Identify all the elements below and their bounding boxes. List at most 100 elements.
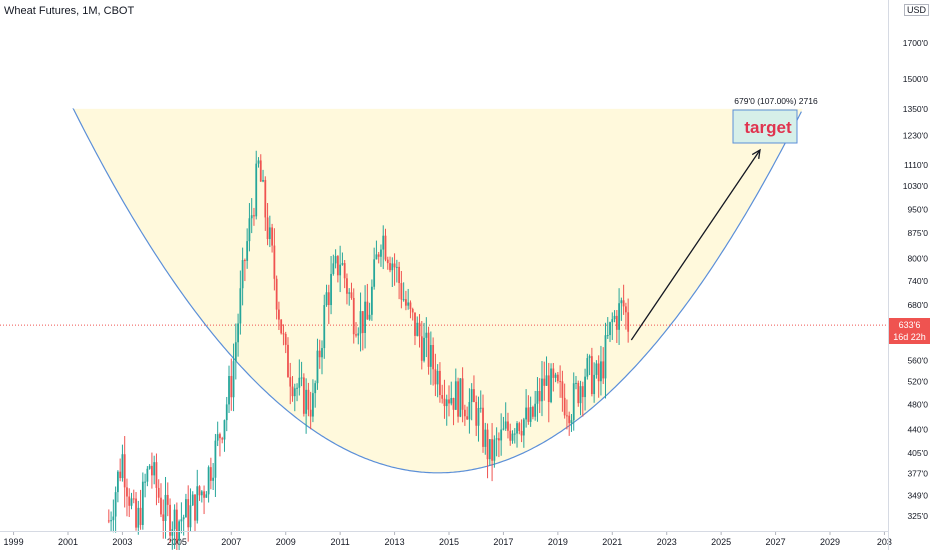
- candle-body: [423, 337, 425, 361]
- candle-body: [191, 494, 194, 506]
- candle-body: [221, 438, 224, 440]
- candle-body: [141, 481, 144, 525]
- candle-body: [121, 454, 124, 479]
- candle-body: [414, 312, 416, 336]
- candle-body: [482, 407, 484, 447]
- cup-curve-line: [72, 108, 802, 474]
- candle-body: [350, 292, 353, 298]
- target-rect[interactable]: [732, 109, 798, 144]
- price-tick-label: 377'0: [907, 469, 928, 479]
- projection-arrow[interactable]: [630, 149, 761, 341]
- candle-body: [246, 241, 249, 261]
- candle-body: [343, 263, 346, 279]
- candle-body: [243, 260, 246, 262]
- candle-body: [545, 375, 548, 386]
- candle-body: [112, 516, 115, 521]
- candle-body: [255, 163, 258, 217]
- candle-body: [402, 299, 405, 301]
- candle-body: [160, 497, 162, 515]
- candle-body: [268, 227, 271, 240]
- price-tick-label: 875'0: [907, 228, 928, 238]
- candle-body: [520, 430, 523, 436]
- time-tick-label: 2023: [657, 537, 677, 547]
- candle-body: [144, 481, 147, 483]
- candle-body: [590, 356, 593, 395]
- candle-body: [232, 361, 235, 398]
- candle-body: [312, 393, 314, 417]
- candle-body: [556, 374, 559, 382]
- candle-body: [425, 332, 428, 338]
- candle-body: [203, 491, 205, 498]
- candle-body: [216, 434, 219, 441]
- candle-body: [171, 529, 174, 536]
- candle-body: [470, 389, 473, 403]
- time-tick-label: 2009: [276, 537, 296, 547]
- candle-body: [139, 507, 142, 525]
- candle-body: [391, 263, 394, 271]
- candle-body: [529, 407, 532, 422]
- candle-body: [566, 415, 568, 417]
- candle-body: [128, 496, 131, 506]
- candle-body: [189, 505, 192, 528]
- candle-body: [497, 438, 500, 441]
- candle-body: [611, 319, 614, 323]
- candle-body: [602, 361, 605, 379]
- time-tick-label: 2001: [58, 537, 78, 547]
- target-box[interactable]: target: [732, 109, 798, 144]
- time-tick-label: 2011: [330, 537, 349, 547]
- candle-body: [373, 259, 376, 287]
- candle-body: [126, 487, 128, 497]
- candle-body: [225, 404, 228, 421]
- candle-body: [541, 378, 543, 402]
- candle-body: [368, 314, 371, 320]
- cup-curve-drawing[interactable]: [73, 108, 803, 473]
- candle-body: [300, 377, 303, 379]
- price-axis[interactable]: [888, 0, 932, 550]
- candle-body: [230, 376, 233, 398]
- price-tick-label: 740'0: [907, 276, 928, 286]
- candle-body: [370, 286, 373, 315]
- candle-body: [119, 471, 122, 479]
- price-tick-label: 1350'0: [903, 104, 929, 114]
- currency-button[interactable]: USD: [904, 4, 930, 16]
- time-tick-label: 2027: [766, 537, 786, 547]
- candle-body: [182, 517, 185, 520]
- candle-body: [443, 398, 446, 407]
- candle-body: [257, 160, 260, 164]
- candle-body: [439, 370, 441, 396]
- candle-body: [223, 420, 226, 440]
- candle-body: [130, 498, 133, 506]
- time-axis[interactable]: [0, 531, 888, 551]
- candle-body: [298, 377, 301, 388]
- candle-body: [194, 494, 196, 521]
- candle-body: [527, 407, 530, 422]
- candle-body: [264, 179, 267, 218]
- candle-body: [511, 433, 514, 441]
- candle-body: [219, 434, 221, 439]
- candle-body: [237, 323, 239, 343]
- candle-body: [212, 477, 215, 481]
- candle-body: [613, 315, 616, 320]
- candle-body: [559, 381, 562, 383]
- candle-body: [491, 439, 493, 461]
- candle-body: [366, 301, 369, 320]
- candle-body: [248, 218, 251, 242]
- candle-body: [473, 389, 475, 402]
- candle-body: [454, 381, 457, 410]
- candle-body: [327, 292, 330, 306]
- candle-body: [200, 491, 203, 496]
- candle-body: [275, 278, 278, 310]
- candle-body: [600, 361, 602, 382]
- candle-body: [432, 345, 435, 370]
- candle-body: [561, 381, 564, 398]
- candle-body: [135, 498, 137, 528]
- price-tick-label: 1030'0: [903, 181, 929, 191]
- time-tick-label: 2025: [711, 537, 731, 547]
- candle-body: [330, 273, 332, 306]
- candle-body: [175, 509, 178, 541]
- candle-body: [622, 300, 625, 307]
- currency-label: USD: [907, 5, 927, 15]
- candle-body: [484, 429, 487, 447]
- candle-body: [137, 507, 140, 528]
